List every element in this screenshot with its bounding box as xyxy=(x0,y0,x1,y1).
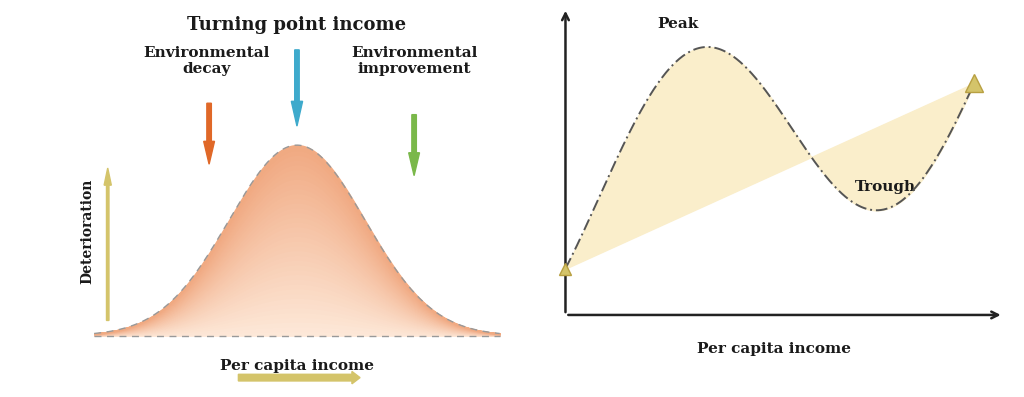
FancyArrow shape xyxy=(239,372,360,384)
Text: Deterioration: Deterioration xyxy=(81,178,94,283)
FancyArrow shape xyxy=(292,50,303,126)
FancyArrow shape xyxy=(204,103,214,164)
Text: Trough: Trough xyxy=(854,180,915,194)
FancyArrow shape xyxy=(409,115,420,175)
Text: Peak: Peak xyxy=(657,17,698,31)
Text: Environmental
decay: Environmental decay xyxy=(143,46,270,76)
Text: Per capita income: Per capita income xyxy=(697,342,851,357)
Text: Per capita income: Per capita income xyxy=(220,359,374,373)
FancyArrow shape xyxy=(104,168,112,320)
Text: Environmental
improvement: Environmental improvement xyxy=(351,46,477,76)
Text: Turning point income: Turning point income xyxy=(187,15,407,34)
